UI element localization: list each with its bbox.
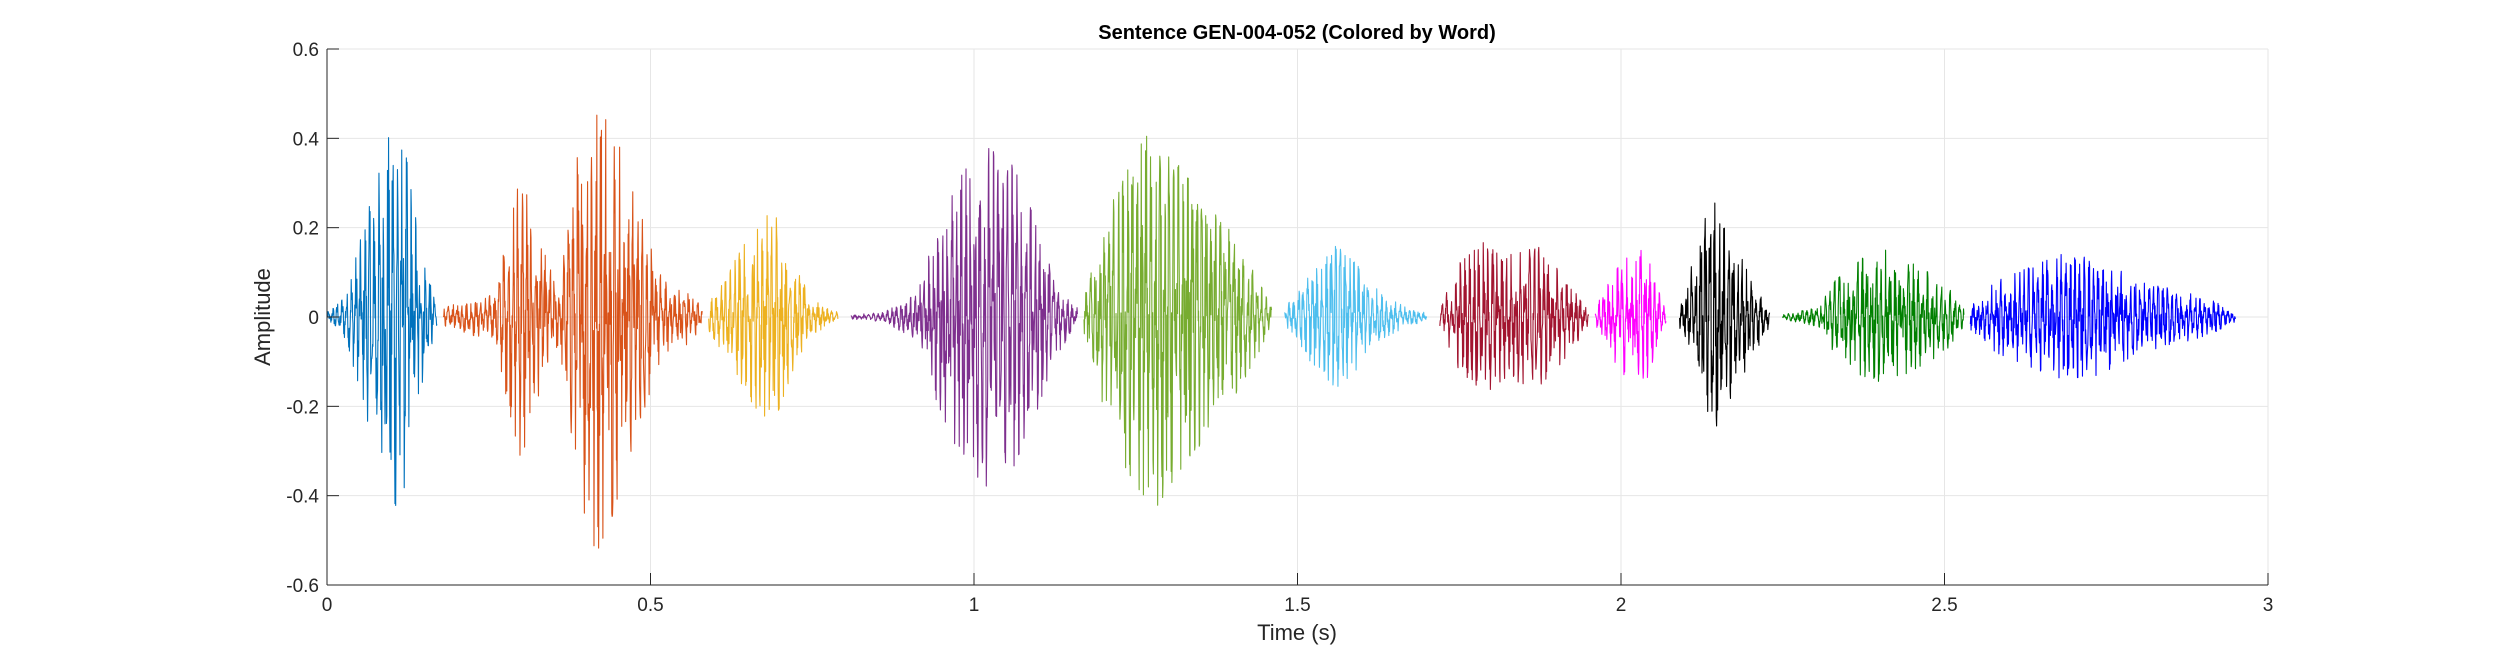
x-tick-label: 3 <box>2263 595 2274 616</box>
waveform-word-2 <box>442 114 703 549</box>
x-tick-label: 0.5 <box>637 595 663 616</box>
y-tick-label: -0.2 <box>286 397 319 418</box>
waveform-word-8 <box>1594 249 1667 379</box>
y-tick-label: -0.4 <box>286 487 319 508</box>
waveform-word-6 <box>1284 245 1428 387</box>
x-tick-label: 2.5 <box>1931 595 1957 616</box>
y-tick-label: 0.2 <box>293 219 319 240</box>
waveform-word-1 <box>326 137 438 507</box>
x-tick-label: 2 <box>1616 595 1627 616</box>
y-tick-label: -0.6 <box>286 576 319 597</box>
waveform-word-10 <box>1782 249 1965 382</box>
y-axis-label: Amplitude <box>250 268 275 366</box>
x-tick-label: 0 <box>322 595 333 616</box>
chart-title: Sentence GEN-004-052 (Colored by Word) <box>1098 22 1496 44</box>
y-tick-label: 0 <box>308 308 319 329</box>
waveform-word-9 <box>1679 202 1771 427</box>
y-tick-label: 0.4 <box>293 129 320 150</box>
waveform-series <box>326 114 2237 549</box>
axes: 0 0.5 1 1.5 2 2.5 3 -0.6 -0.4 -0.2 0 0.2 0.4 0.6 <box>286 40 2273 616</box>
waveform-word-3 <box>708 215 839 417</box>
waveform-word-4 <box>850 147 1078 487</box>
y-tick-label: 0.6 <box>293 40 319 61</box>
waveform-word-5 <box>1083 135 1273 506</box>
x-axis-label: Time (s) <box>1257 620 1337 645</box>
x-tick-label: 1.5 <box>1284 595 1310 616</box>
waveform-word-7 <box>1439 242 1590 390</box>
x-tick-label: 1 <box>969 595 980 616</box>
waveform-word-11 <box>1969 253 2237 379</box>
